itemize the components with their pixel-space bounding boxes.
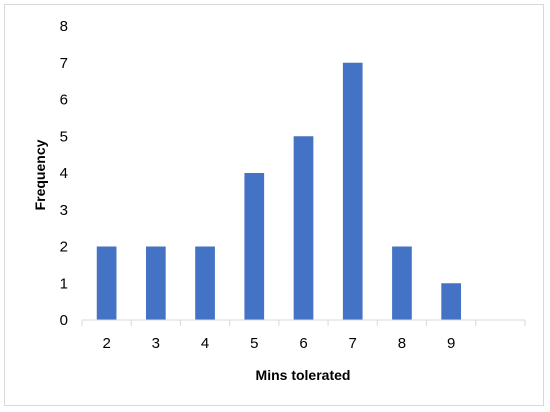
y-axis-ticks: 0 1 2 3 4 5 6 7 8: [60, 18, 68, 329]
chart-frame: [4, 4, 544, 406]
bar: [342, 62, 363, 320]
x-tick-label: 2: [102, 335, 110, 352]
bar: [293, 136, 314, 320]
y-tick-label: 5: [60, 128, 68, 145]
bars: [96, 62, 462, 320]
x-axis-ticks: 2 3 4 5 6 7 8 9: [102, 335, 455, 352]
x-axis-tickmarks: [81, 320, 526, 326]
y-tick-label: 8: [60, 18, 68, 35]
bar: [441, 283, 462, 320]
bar: [145, 246, 166, 320]
x-tick-label: 6: [299, 335, 307, 352]
y-tick-label: 4: [60, 165, 68, 182]
bar: [392, 246, 412, 320]
x-tick-label: 4: [201, 335, 209, 352]
bar: [195, 246, 215, 320]
y-axis-title: Frequency: [32, 139, 48, 210]
y-tick-label: 7: [60, 55, 68, 72]
x-tick-label: 9: [447, 335, 455, 352]
y-tick-label: 3: [60, 202, 68, 219]
x-tick-label: 5: [250, 335, 258, 352]
y-tick-label: 0: [60, 312, 68, 329]
x-tick-label: 8: [398, 335, 406, 352]
y-tick-label: 2: [60, 239, 68, 256]
bar: [244, 173, 265, 320]
bar: [96, 246, 117, 320]
x-tick-label: 7: [349, 335, 357, 352]
y-tick-label: 6: [60, 92, 68, 109]
x-tick-label: 3: [152, 335, 160, 352]
x-axis-title: Mins tolerated: [256, 367, 351, 383]
y-tick-label: 1: [60, 275, 68, 292]
